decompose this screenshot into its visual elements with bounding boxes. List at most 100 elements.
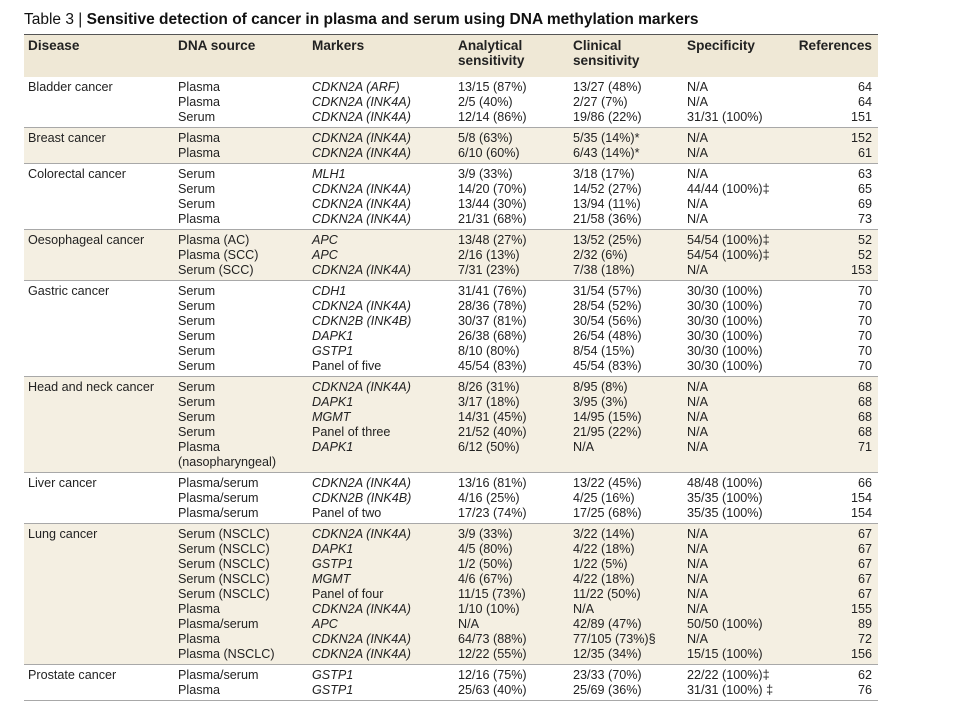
- marker-name: CDKN2A (INK4A): [312, 263, 411, 277]
- reference-number: 67: [857, 587, 872, 601]
- clinical-value: 77/105 (73%)§: [573, 632, 656, 646]
- marker-name: DAPK1: [312, 329, 354, 343]
- marker-name: CDKN2A (INK4A): [312, 602, 411, 616]
- analytical-value: 11/15 (73%): [458, 587, 526, 601]
- analytical-value: 26/38 (68%): [458, 329, 527, 343]
- marker-name: CDKN2A (INK4A): [312, 212, 411, 226]
- specificity-cell: 54/54 (100%)‡ 54/54 (100%)‡ N/A: [683, 229, 784, 281]
- disease-name: Liver cancer: [28, 476, 97, 490]
- dna-source-detail: (nasopharyngeal): [178, 455, 277, 469]
- marker-name: CDKN2A (INK4A): [312, 299, 411, 313]
- specificity-cell: N/A N/A N/A N/A N/A N/A 50/50 (100%) N/A 15/15 (…: [683, 523, 784, 665]
- disease-name: Lung cancer: [28, 527, 98, 541]
- specificity-value: 22/22 (100%)‡: [687, 668, 770, 682]
- dna-source-cell: Plasma Plasma Serum: [174, 77, 308, 128]
- analytical-value: N/A: [458, 617, 479, 631]
- table-label: Table 3 |: [24, 11, 87, 28]
- dna-source-cell: Plasma (AC) Plasma (SCC) Serum (SCC): [174, 229, 308, 281]
- reference-number: 154: [850, 506, 872, 520]
- dna-source-cell: Plasma/serum Plasma/serum Plasma/serum: [174, 472, 308, 524]
- dna-source: Serum (NSCLC): [178, 587, 270, 601]
- disease-cell: Bladder cancer: [24, 77, 174, 128]
- table-row-group: Bladder cancer Plasma Plasma Serum CDKN2A (A…: [24, 77, 878, 128]
- clinical-sensitivity-cell: 5/35 (14%)* 6/43 (14%)*: [569, 127, 683, 164]
- marker-name: APC: [312, 248, 338, 262]
- reference-number: 68: [857, 410, 872, 424]
- dna-source-cell: Serum Serum Serum Plasma: [174, 163, 308, 230]
- reference-number: 68: [857, 395, 872, 409]
- marker-name: CDKN2A (INK4A): [312, 182, 411, 196]
- reference-number: 52: [857, 248, 872, 262]
- marker-name: Panel of two: [312, 506, 382, 520]
- table-row-group: Lung cancer Serum (NSCLC) Serum (NSCLC) Ser…: [24, 523, 878, 665]
- dna-source: Serum: [178, 299, 216, 313]
- dna-source: Plasma/serum: [178, 617, 259, 631]
- analytical-value: 21/31 (68%): [458, 212, 527, 226]
- specificity-value: N/A: [687, 410, 708, 424]
- reference-number: 70: [857, 314, 872, 328]
- dna-source: Serum: [178, 344, 216, 358]
- markers-cell: CDKN2A (INK4A) DAPK1 GSTP1 MGMT Panel of fou…: [308, 523, 454, 665]
- analytical-value: 4/6 (67%): [458, 572, 513, 586]
- dna-source-cell: Plasma Plasma: [174, 127, 308, 164]
- dna-source: Plasma (SCC): [178, 248, 259, 262]
- reference-number: 68: [857, 425, 872, 439]
- reference-number: 70: [857, 284, 872, 298]
- dna-source: Serum (NSCLC): [178, 542, 270, 556]
- clinical-value: 7/38 (18%): [573, 263, 635, 277]
- reference-number: 67: [857, 542, 872, 556]
- reference-number: 70: [857, 344, 872, 358]
- reference-number: 151: [850, 110, 872, 124]
- specificity-value: N/A: [687, 527, 708, 541]
- specificity-value: 30/30 (100%): [687, 344, 763, 358]
- specificity-value: N/A: [687, 131, 708, 145]
- specificity-value: 30/30 (100%): [687, 314, 763, 328]
- markers-cell: CDKN2A (INK4A) DAPK1 MGMT Panel of three DAP…: [308, 376, 454, 473]
- clinical-value: 3/22 (14%): [573, 527, 635, 541]
- reference-number: 67: [857, 557, 872, 571]
- analytical-value: 2/16 (13%): [458, 248, 520, 262]
- dna-source-cell: Plasma/serum Plasma: [174, 664, 308, 701]
- dna-source: Plasma: [178, 146, 220, 160]
- reference-number: 68: [857, 380, 872, 394]
- specificity-value: N/A: [687, 395, 708, 409]
- analytical-value: 17/23 (74%): [458, 506, 527, 520]
- clinical-value: 14/95 (15%): [573, 410, 642, 424]
- dna-source: Serum: [178, 197, 216, 211]
- marker-name: CDKN2A (INK4A): [312, 131, 411, 145]
- specificity-value: 31/31 (100%): [687, 110, 763, 124]
- dna-source: Serum: [178, 329, 216, 343]
- disease-name: Oesophageal cancer: [28, 233, 145, 247]
- specificity-value: N/A: [687, 632, 708, 646]
- disease-cell: Gastric cancer: [24, 280, 174, 377]
- references-cell: 64 64 151: [784, 77, 878, 128]
- analytical-value: 3/9 (33%): [458, 167, 513, 181]
- clinical-value: 19/86 (22%): [573, 110, 642, 124]
- analytical-value: 12/16 (75%): [458, 668, 527, 682]
- clinical-value: 31/54 (57%): [573, 284, 642, 298]
- specificity-cell: 48/48 (100%) 35/35 (100%) 35/35 (100%): [683, 472, 784, 524]
- analytical-sensitivity-cell: 13/16 (81%) 4/16 (25%) 17/23 (74%): [454, 472, 569, 524]
- methylation-table: Disease DNA source Markers Analytical se…: [24, 35, 878, 701]
- analytical-value: 6/10 (60%): [458, 146, 520, 160]
- clinical-value: 28/54 (52%): [573, 299, 642, 313]
- reference-number: 153: [850, 263, 872, 277]
- dna-source: Serum: [178, 182, 216, 196]
- dna-source: Serum: [178, 359, 216, 373]
- analytical-value: 13/16 (81%): [458, 476, 527, 490]
- references-cell: 152 61: [784, 127, 878, 164]
- specificity-value: N/A: [687, 440, 708, 454]
- clinical-value: 3/95 (3%): [573, 395, 628, 409]
- dna-source: Plasma/serum: [178, 491, 259, 505]
- dna-source-cell: Serum Serum Serum Serum Plasma (nasopharyngea…: [174, 376, 308, 473]
- clinical-value: 45/54 (83%): [573, 359, 642, 373]
- clinical-sensitivity-cell: 13/52 (25%) 2/32 (6%) 7/38 (18%): [569, 229, 683, 281]
- marker-name: DAPK1: [312, 542, 354, 556]
- dna-source: Serum: [178, 425, 216, 439]
- references-cell: 70 70 70 70 70 70: [784, 280, 878, 377]
- table-row-group: Gastric cancer Serum Serum Serum Serum Serum S…: [24, 280, 878, 377]
- dna-source: Plasma/serum: [178, 668, 259, 682]
- marker-name: CDKN2A (INK4A): [312, 647, 411, 661]
- disease-name: Bladder cancer: [28, 80, 113, 94]
- top-rule: [24, 34, 878, 35]
